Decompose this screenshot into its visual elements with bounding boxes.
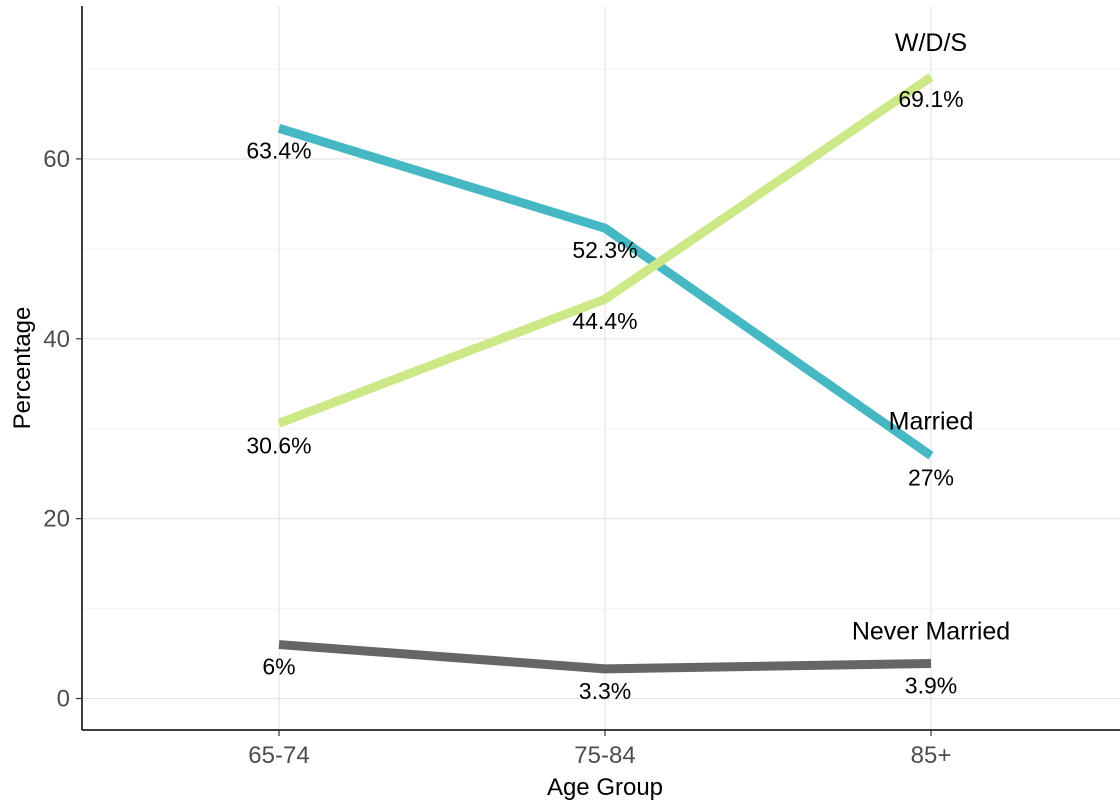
y-tick-label: 20 (43, 506, 70, 533)
x-axis-title: Age Group (547, 774, 663, 801)
data-label: 6% (262, 654, 295, 680)
series-lines (277, 73, 934, 674)
x-tick-label: 65-74 (248, 742, 309, 769)
major-gridlines (82, 6, 1120, 730)
data-labels: 63.4% 52.3% 27% 30.6% 44.4% 69.1% 6% 3.3% 3.9% (246, 86, 963, 704)
series-name-label: W/D/S (895, 29, 967, 57)
minor-gridlines (82, 68, 1120, 610)
series-name-label: Never Married (852, 617, 1010, 645)
data-label: 3.9% (905, 672, 957, 698)
series-line (277, 124, 934, 460)
series-line (277, 73, 934, 428)
y-tick-label: 60 (43, 146, 70, 173)
data-label: 3.3% (579, 678, 631, 704)
data-label: 44.4% (572, 308, 637, 334)
data-label: 30.6% (246, 432, 311, 458)
x-tick-labels: 65-74 75-84 85+ (248, 730, 951, 769)
series-line (278, 640, 932, 674)
data-label: 52.3% (572, 237, 637, 263)
y-tick-label: 0 (57, 686, 70, 713)
axes (81, 6, 1120, 731)
y-tick-labels: 0 20 40 60 (43, 146, 82, 713)
x-tick-label: 75-84 (574, 742, 635, 769)
data-label: 63.4% (246, 137, 311, 163)
x-tick-label: 85+ (911, 742, 952, 769)
y-tick-label: 40 (43, 326, 70, 353)
y-axis-title: Percentage (9, 307, 36, 430)
series-name-label: Married (889, 408, 974, 436)
series-labels: Married W/D/S Never Married (852, 29, 1010, 645)
data-label: 27% (908, 465, 954, 491)
data-label: 69.1% (898, 86, 963, 112)
